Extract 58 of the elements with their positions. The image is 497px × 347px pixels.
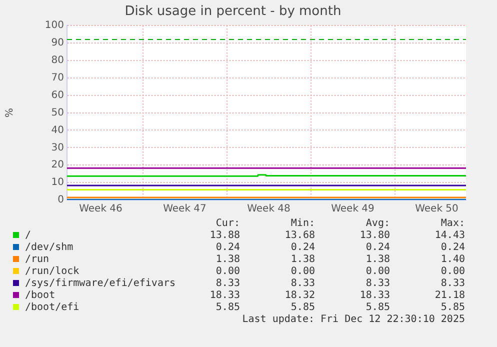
text: 0.00 [440,266,465,278]
x-tick-label: Week 50 [415,204,458,215]
text: Last update: Fri Dec 12 22:30:10 2025 [242,314,465,326]
y-tick-label: 60 [51,90,64,101]
legend-label: / [24,230,32,242]
y-axis-title: % [4,108,16,118]
text: Cur: [214,218,240,230]
y-tick-label: 50 [51,107,64,118]
text: 18.33 [358,290,390,302]
text: 18.32 [284,290,315,302]
text: Avg: [364,218,390,230]
legend-label: /sys/firmware/efi/efivars [24,278,176,290]
y-tick-label: 40 [51,124,64,136]
text: 18.33 [208,290,240,302]
y-tick-label: 100 [44,20,64,32]
text: 1.38 [290,254,315,266]
text: 5.85 [290,302,315,314]
text: 8.33 [216,278,240,289]
legend-label: /boot [24,290,56,302]
text: 0.24 [214,242,240,254]
legend-label: /dev/shm [24,242,74,254]
text: 1.40 [440,254,465,266]
text: Min: [290,218,315,230]
text: 8.33 [290,278,315,290]
text: 21.18 [434,290,465,302]
legend-label: /run [24,254,50,266]
text: 0.24 [440,242,465,254]
text: 1.38 [214,254,240,266]
x-tick-label: Week 48 [247,204,290,215]
text: 8.33 [364,278,390,290]
text: 0.00 [364,266,390,278]
y-tick-label: 0 [58,194,64,206]
y-tick-label: 30 [51,142,64,154]
text: 13.88 [208,230,240,242]
y-tick-label: 80 [51,55,64,66]
text: Max: [440,218,465,230]
text: 5.85 [440,302,465,314]
y-tick-label: 10 [51,177,64,188]
text: 13.80 [358,230,390,242]
text: 0.24 [290,242,315,254]
text: 0.24 [364,242,390,254]
x-tick-label: Week 47 [163,204,206,215]
text: 8.33 [440,278,465,290]
legend-label: /boot/efi [24,302,80,314]
text: 5.85 [214,302,240,314]
y-tick-label: 90 [51,38,64,49]
text: 13.68 [284,230,315,242]
x-tick-label: Week 49 [331,204,374,215]
legend-label: /run/lock [24,266,80,278]
text: 1.38 [364,254,390,266]
text: 0.00 [214,266,240,278]
y-tick-label: 70 [51,72,64,84]
text: 0.00 [290,266,315,278]
chart-title: Disk usage in percent - by month [124,4,342,20]
y-tick-label: 20 [51,160,64,171]
x-tick-label: Week 46 [79,204,122,215]
text: 5.85 [364,302,390,314]
text: 14.43 [434,230,465,242]
